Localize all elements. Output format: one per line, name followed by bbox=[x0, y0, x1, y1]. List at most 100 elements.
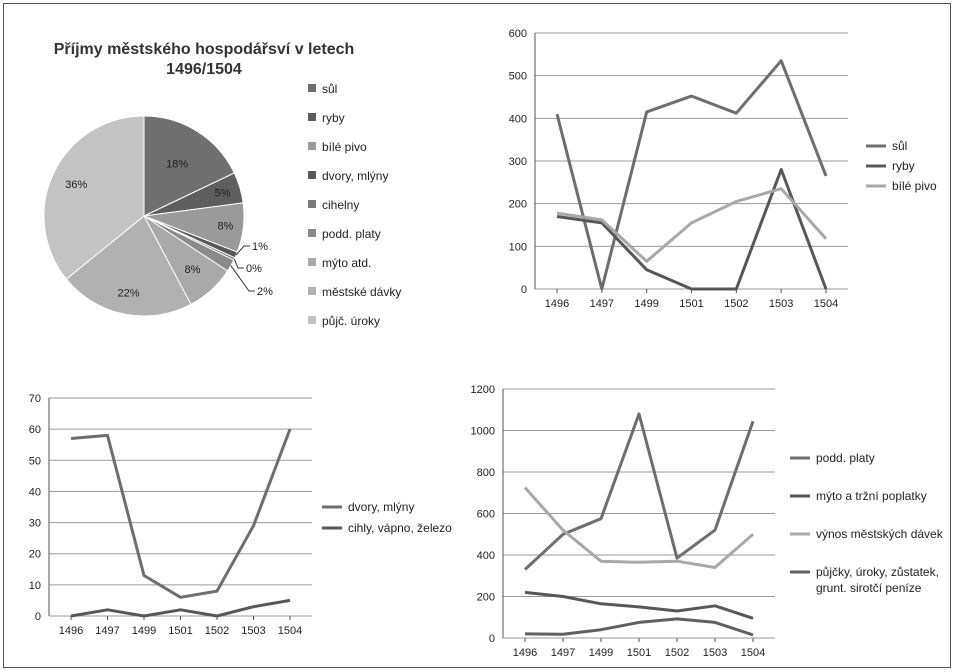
chart-top-right-legend-label-1: sůl bbox=[892, 139, 907, 153]
chart-bottom-right-legend-label-2: mýto a tržní poplatky bbox=[816, 489, 927, 503]
chart-bottom-left-x-tick-1: 1496 bbox=[59, 625, 83, 637]
figure-frame bbox=[3, 3, 951, 668]
pie-legend-label-4: dvory, mlýny bbox=[322, 169, 388, 183]
line-chart-bottom-left: 0 10 20 30 40 50 60 70 1496 1497 1499 1501 1502 1503 1… bbox=[29, 393, 452, 637]
chart-bottom-right-x-tick-6: 1503 bbox=[703, 647, 727, 659]
pie-data-label-3: 8% bbox=[217, 221, 233, 233]
chart-bottom-left-x-tick-4: 1501 bbox=[168, 625, 192, 637]
chart-bottom-right-series-line-4 bbox=[524, 617, 754, 637]
chart-bottom-right-series-line-3 bbox=[523, 486, 754, 569]
pie-data-label-9: 36% bbox=[65, 179, 87, 191]
chart-top-right-y-tick-7: 600 bbox=[509, 28, 527, 40]
chart-top-right-y-tick-6: 500 bbox=[509, 71, 527, 83]
chart-top-right-legend-label-3: bílé pivo bbox=[892, 179, 937, 193]
chart-bottom-left-y-tick-1: 0 bbox=[35, 611, 41, 623]
chart-bottom-right-y-tick-6: 1000 bbox=[471, 426, 495, 438]
chart-bottom-right-y-tick-3: 400 bbox=[477, 550, 495, 562]
pie-slice-8 bbox=[65, 215, 192, 317]
pie-legend-swatch-6 bbox=[308, 229, 316, 237]
chart-bottom-right-legend-label-3: výnos městských dávek bbox=[816, 527, 944, 541]
pie-data-label-1: 18% bbox=[166, 159, 188, 171]
chart-bottom-left-x-tick-5: 1502 bbox=[205, 625, 229, 637]
pie-legend-label-3: bílé pivo bbox=[322, 140, 367, 154]
chart-bottom-left-y-tick-4: 30 bbox=[29, 518, 41, 530]
chart-bottom-left-x-tick-2: 1497 bbox=[95, 625, 119, 637]
chart-bottom-left-series-line-2 bbox=[70, 598, 291, 618]
pie-legend-swatch-5 bbox=[308, 200, 316, 208]
chart-top-right-x-tick-7: 1504 bbox=[814, 298, 838, 310]
pie-legend-swatch-7 bbox=[308, 258, 316, 266]
line-chart-bottom-right: 0 200 400 600 800 1000 1200 1496 1497 1499 1501 150… bbox=[471, 384, 944, 659]
chart-bottom-left-y-tick-7: 60 bbox=[29, 424, 41, 436]
chart-bottom-right-y-tick-5: 800 bbox=[477, 467, 495, 479]
chart-bottom-left-x-tick-7: 1504 bbox=[278, 625, 302, 637]
chart-top-right-x-tick-6: 1503 bbox=[769, 298, 793, 310]
chart-top-right-x-tick-5: 1502 bbox=[724, 298, 748, 310]
pie-leader-line-6 bbox=[230, 265, 255, 292]
pie-legend-label-2: ryby bbox=[322, 111, 345, 125]
line-chart-top-right: 0 100 200 300 400 500 600 1496 1497 1499 1501 1502 1… bbox=[509, 28, 937, 310]
pie-legend-label-9: půjč. úroky bbox=[322, 314, 380, 328]
chart-bottom-left-legend-label-2: cihly, vápno, železo bbox=[348, 521, 452, 535]
pie-title-line-1: Příjmy městského hospodářsví v letech bbox=[54, 41, 355, 58]
chart-top-right-y-tick-4: 300 bbox=[509, 156, 527, 168]
pie-chart: Příjmy městského hospodářsví v letech 149… bbox=[43, 41, 401, 328]
chart-top-right-y-tick-1: 0 bbox=[521, 284, 527, 296]
pie-legend-label-7: mýto atd. bbox=[322, 256, 371, 270]
chart-bottom-left-y-tick-6: 50 bbox=[29, 455, 41, 467]
pie-data-label-4: 1% bbox=[252, 241, 268, 253]
chart-top-right-x-tick-2: 1497 bbox=[590, 298, 614, 310]
chart-bottom-right-x-tick-5: 1502 bbox=[665, 647, 689, 659]
pie-title-line-2: 1496/1504 bbox=[166, 61, 242, 78]
chart-bottom-right-legend-label-1: podd. platy bbox=[816, 451, 875, 465]
chart-bottom-left-y-tick-5: 40 bbox=[29, 486, 41, 498]
pie-legend-label-8: městské dávky bbox=[322, 285, 401, 299]
chart-bottom-right-x-tick-4: 1501 bbox=[627, 647, 651, 659]
chart-top-right-series-line-3 bbox=[556, 187, 828, 263]
pie-legend-label-6: podd. platy bbox=[322, 227, 381, 241]
chart-top-right-legend-label-2: ryby bbox=[892, 159, 915, 173]
pie-legend-swatch-9 bbox=[308, 316, 316, 324]
chart-bottom-right-y-tick-7: 1200 bbox=[471, 384, 495, 396]
chart-bottom-right-x-tick-3: 1499 bbox=[589, 647, 613, 659]
pie-slice-1 bbox=[143, 115, 235, 217]
pie-legend-swatch-8 bbox=[308, 287, 316, 295]
pie-legend-swatch-2 bbox=[308, 113, 316, 121]
pie-legend-label-5: cihelny bbox=[322, 198, 359, 212]
chart-bottom-right-series-line-1 bbox=[523, 412, 755, 571]
chart-top-right-y-tick-3: 200 bbox=[509, 199, 527, 211]
pie-legend-swatch-1 bbox=[308, 84, 316, 92]
chart-top-right-y-tick-5: 400 bbox=[509, 113, 527, 125]
chart-bottom-right-x-tick-2: 1497 bbox=[551, 647, 575, 659]
chart-bottom-left-x-tick-6: 1503 bbox=[241, 625, 265, 637]
chart-bottom-right-y-tick-2: 200 bbox=[477, 592, 495, 604]
chart-bottom-right-legend-label-4-line-1: půjčky, úroky, zůstatek, bbox=[816, 565, 939, 579]
pie-slice-9 bbox=[43, 115, 145, 280]
chart-bottom-right-y-tick-4: 600 bbox=[477, 509, 495, 521]
pie-legend-swatch-3 bbox=[308, 142, 316, 150]
pie-leader-line-4 bbox=[235, 245, 250, 256]
chart-bottom-left-x-tick-3: 1499 bbox=[132, 625, 156, 637]
chart-bottom-right-legend-label-4-line-2: grunt. sirotčí peníze bbox=[816, 581, 922, 595]
chart-bottom-right-x-tick-1: 1496 bbox=[513, 647, 537, 659]
pie-legend-label-1: sůl bbox=[322, 82, 337, 96]
pie-data-label-8: 22% bbox=[117, 287, 139, 299]
pie-data-label-2: 5% bbox=[215, 188, 231, 200]
pie-data-label-6: 2% bbox=[257, 286, 273, 298]
chart-bottom-left-y-tick-8: 70 bbox=[29, 393, 41, 405]
chart-bottom-left-series-line-1 bbox=[70, 428, 292, 599]
chart-top-right-y-tick-2: 100 bbox=[509, 241, 527, 253]
chart-bottom-right-y-tick-1: 0 bbox=[489, 633, 495, 645]
chart-bottom-left-y-tick-2: 10 bbox=[29, 580, 41, 592]
chart-bottom-left-legend-label-1: dvory, mlýny bbox=[348, 500, 414, 514]
chart-top-right-x-tick-1: 1496 bbox=[545, 298, 569, 310]
chart-bottom-left-y-tick-3: 20 bbox=[29, 549, 41, 561]
chart-top-right-x-tick-4: 1501 bbox=[679, 298, 703, 310]
chart-bottom-right-x-tick-7: 1504 bbox=[741, 647, 765, 659]
pie-data-label-7: 8% bbox=[185, 264, 201, 276]
pie-legend-swatch-4 bbox=[308, 171, 316, 179]
chart-top-right-x-tick-3: 1499 bbox=[634, 298, 658, 310]
chart-top-right-series-line-1 bbox=[555, 59, 828, 291]
pie-data-label-5: 0% bbox=[246, 263, 262, 275]
